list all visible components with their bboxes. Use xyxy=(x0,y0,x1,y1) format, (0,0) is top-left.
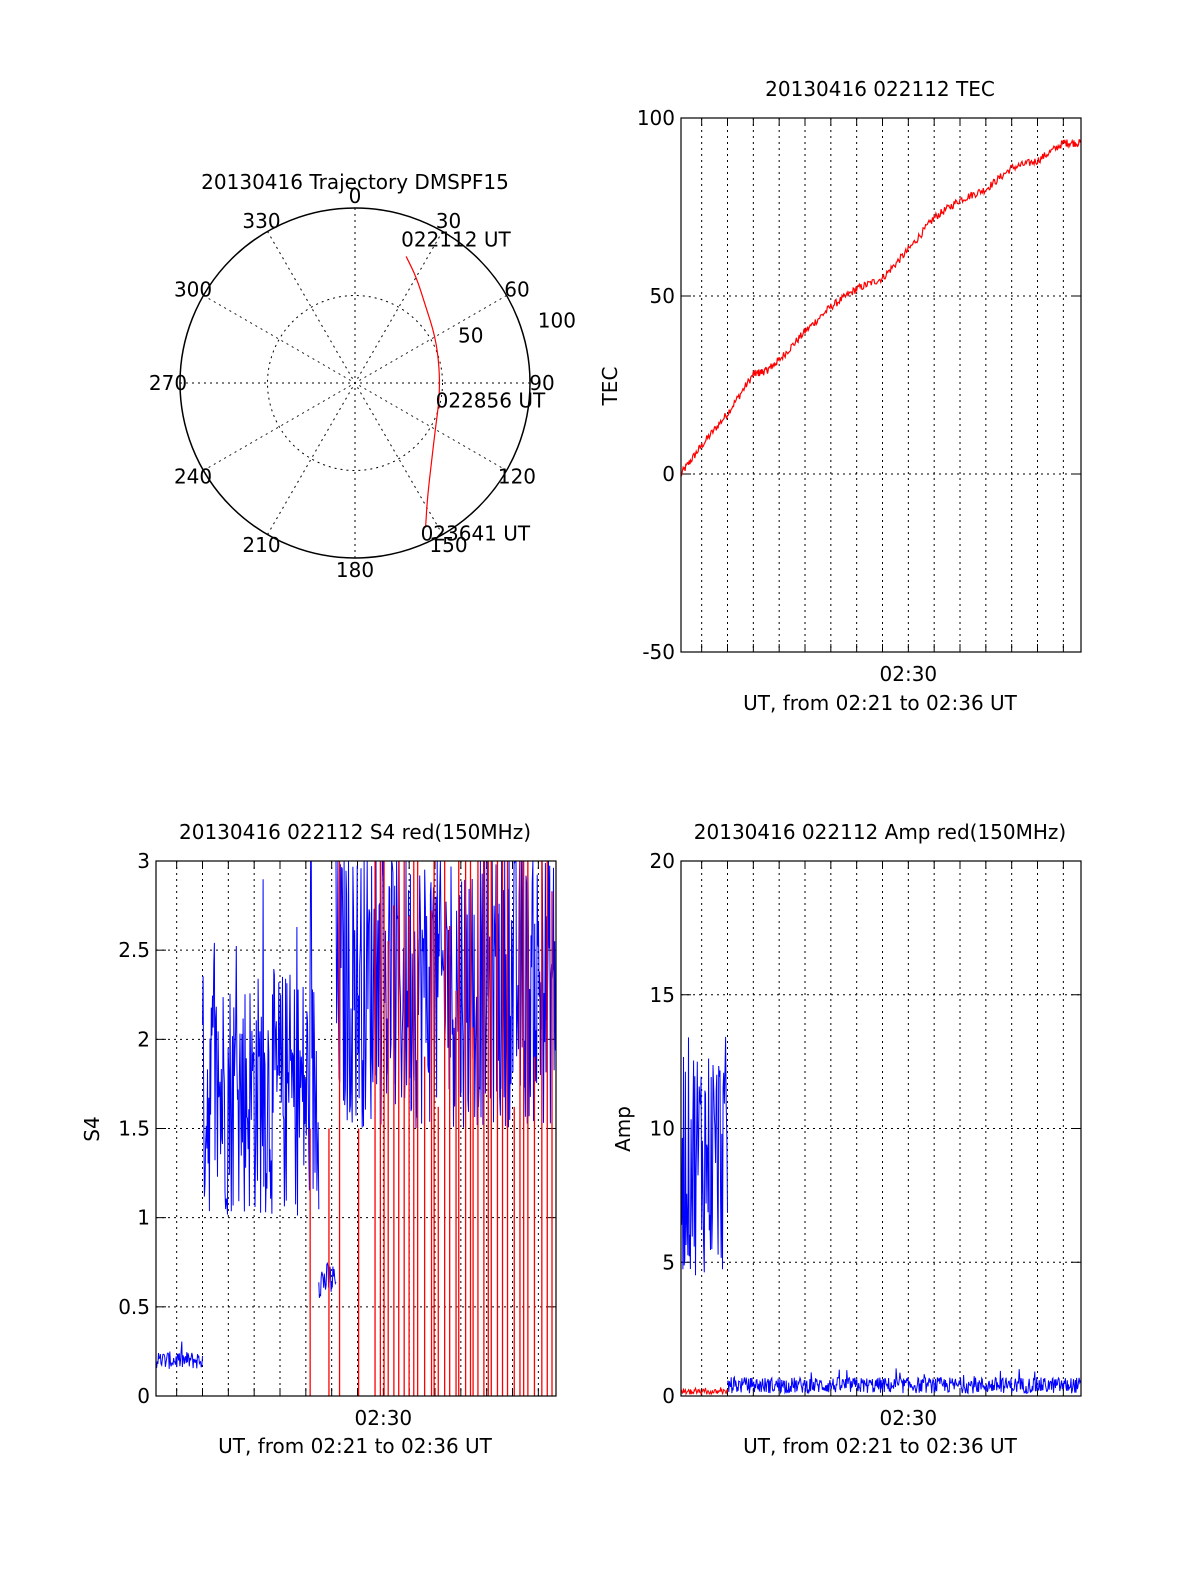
data-segment xyxy=(727,1368,1082,1395)
polar-spoke xyxy=(267,231,443,535)
s4-xlabel: UT, from 02:21 to 02:36 UT xyxy=(218,1434,493,1458)
plot-frame xyxy=(680,860,1082,1397)
tec-ylabel: TEC xyxy=(598,367,622,407)
amp-xlabel: UT, from 02:21 to 02:36 UT xyxy=(743,1434,1018,1458)
polar-angle-label: 150 xyxy=(429,533,467,557)
polar-radius-labels: 50 100 xyxy=(458,308,576,347)
polar-angle-label: 240 xyxy=(174,465,212,489)
y-tick-label: 10 xyxy=(650,1117,675,1141)
y-tick-label: 0.5 xyxy=(118,1295,150,1319)
tec-xlabel: UT, from 02:21 to 02:36 UT xyxy=(743,691,1018,715)
polar-angle-label: 30 xyxy=(436,209,461,233)
data-segment xyxy=(680,1036,728,1276)
polar-radius-label: 100 xyxy=(538,308,576,332)
s4-plot: 20130416 022112 S4 red(150MHz) UT, from … xyxy=(80,820,557,1458)
polar-angle-label: 300 xyxy=(174,278,212,302)
tec-title: 20130416 022112 TEC xyxy=(765,77,995,101)
x-tick-label: 02:30 xyxy=(880,1406,938,1430)
data-segment xyxy=(318,1261,337,1298)
data-segment xyxy=(680,1386,728,1397)
s4-title: 20130416 022112 S4 red(150MHz) xyxy=(179,820,531,844)
y-tick-label: 5 xyxy=(662,1250,675,1274)
polar-grid xyxy=(179,207,531,559)
plot-frame xyxy=(155,860,557,1397)
polar-angle-label: 180 xyxy=(336,558,374,582)
data-segment xyxy=(335,860,557,1129)
amp-title: 20130416 022112 Amp red(150MHz) xyxy=(694,820,1066,844)
y-tick-label: 0 xyxy=(137,1384,150,1408)
x-tick-label: 02:30 xyxy=(880,662,938,686)
y-tick-label: 2 xyxy=(137,1027,150,1051)
trajectory-annotation: 023641 UT xyxy=(421,522,531,546)
y-tick-label: 1.5 xyxy=(118,1117,150,1141)
amp-plot: 20130416 022112 Amp red(150MHz) UT, from… xyxy=(611,820,1082,1458)
y-tick-label: 15 xyxy=(650,983,675,1007)
y-tick-label: 50 xyxy=(650,284,675,308)
y-tick-label: 20 xyxy=(650,849,675,873)
data-segment xyxy=(155,1341,203,1369)
data-line xyxy=(680,138,1082,477)
polar-angle-label: 210 xyxy=(242,533,280,557)
trajectory-line xyxy=(405,256,441,528)
y-tick-label: 100 xyxy=(637,106,675,130)
polar-angle-label: 120 xyxy=(498,465,536,489)
tec-plot: 20130416 022112 TEC UT, from 02:21 to 02… xyxy=(598,77,1082,715)
y-tick-label: -50 xyxy=(642,640,675,664)
y-tick-label: 0 xyxy=(662,1384,675,1408)
polar-angle-label: 270 xyxy=(149,371,187,395)
polar-title: 20130416 Trajectory DMSPF15 xyxy=(201,170,509,194)
y-tick-label: 2.5 xyxy=(118,938,150,962)
polar-inner-circle xyxy=(267,295,443,471)
polar-angle-labels: 0 30 60 90 120 150 180 210 240 270 300 330 xyxy=(149,184,555,582)
trajectory-annotation: 022856 UT xyxy=(436,388,546,412)
trajectory-annotation: 022112 UT xyxy=(401,227,511,251)
x-tick-label: 02:30 xyxy=(355,1406,413,1430)
trajectory-polar-plot: 20130416 Trajectory DMSPF15 0 30 60 90 120 15… xyxy=(149,170,576,582)
polar-angle-label: 0 xyxy=(349,184,362,208)
plot-frame xyxy=(680,117,1082,653)
polar-angle-label: 60 xyxy=(504,278,529,302)
polar-angle-label: 330 xyxy=(242,209,280,233)
trajectory-annotations: 022112 UT 022856 UT 023641 UT xyxy=(401,227,546,545)
y-tick-label: 1 xyxy=(137,1206,150,1230)
y-tick-label: 0 xyxy=(662,462,675,486)
data-segment xyxy=(202,860,320,1216)
polar-angle-label: 90 xyxy=(529,371,554,395)
s4-ylabel: S4 xyxy=(80,1116,104,1141)
y-tick-label: 3 xyxy=(137,849,150,873)
amp-ylabel: Amp xyxy=(611,1106,635,1152)
polar-radius-label: 50 xyxy=(458,324,483,348)
